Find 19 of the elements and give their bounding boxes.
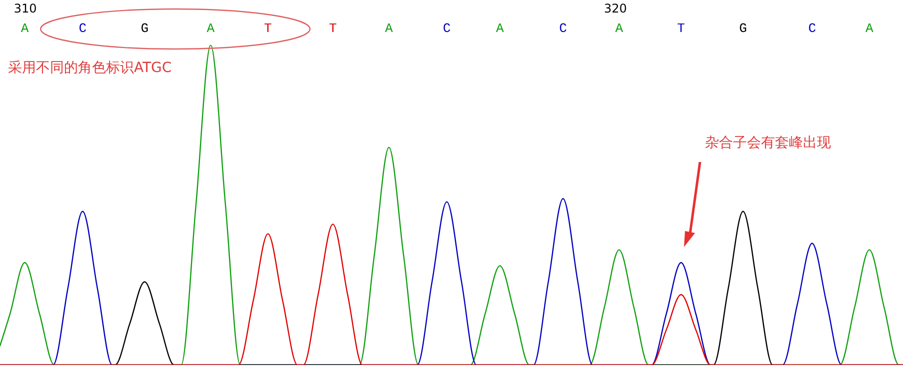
text: C: [808, 21, 816, 36]
annotation: 采用不同的角色标识ATGC: [8, 60, 172, 76]
text: A: [615, 21, 624, 36]
annotation: 杂合子会有套峰出现: [705, 135, 831, 151]
text: G: [140, 21, 149, 36]
text: T: [264, 21, 272, 36]
text: A: [385, 21, 394, 36]
text: A: [206, 21, 215, 36]
text: A: [20, 21, 29, 36]
text: T: [328, 21, 337, 36]
text: G: [739, 21, 747, 36]
text: A: [496, 21, 504, 36]
x-tick-label: 310: [14, 2, 37, 16]
text: A: [865, 21, 874, 36]
text: C: [442, 21, 451, 36]
text: C: [78, 21, 87, 36]
x-tick-label: 320: [604, 2, 627, 16]
text: C: [559, 21, 568, 36]
text: T: [677, 21, 686, 36]
